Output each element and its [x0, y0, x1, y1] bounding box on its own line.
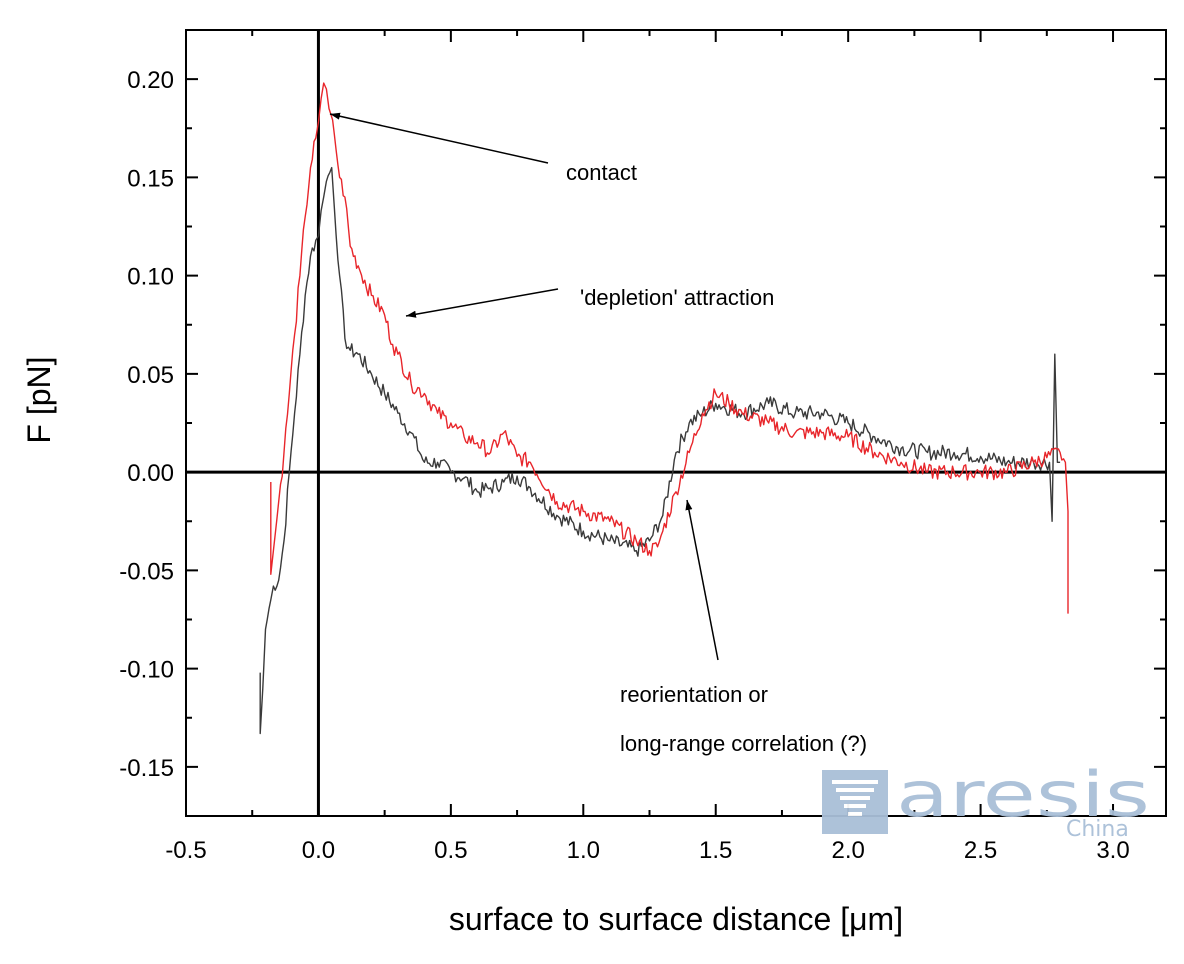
y-tick-label: 0.20	[127, 67, 174, 94]
x-tick-label: 2.0	[831, 837, 864, 864]
axis-ticks	[185, 29, 1166, 817]
x-tick-label: 1.0	[567, 837, 600, 864]
series-layer	[259, 82, 1069, 735]
annotation-long-range: long-range correlation (?)	[620, 731, 867, 756]
aresis-logo-icon	[822, 770, 888, 834]
y-tick-label: 0.10	[127, 264, 174, 291]
y-tick-label: -0.05	[119, 558, 174, 585]
x-tick-label: 2.5	[964, 837, 997, 864]
annotation-contact-arrow	[329, 112, 549, 164]
annotation-reorientation-arrow	[685, 499, 719, 661]
y-tick-label: -0.15	[119, 755, 174, 782]
x-tick-label: 0.5	[434, 837, 467, 864]
x-axis-title: surface to surface distance [μm]	[449, 901, 903, 937]
y-tick-label: 0.05	[127, 362, 174, 389]
watermark-subtext: China	[1066, 817, 1129, 842]
aresis-watermark: aresis China	[822, 758, 1150, 842]
y-tick-label: 0.15	[127, 165, 174, 192]
x-tick-label: 0.0	[302, 837, 335, 864]
x-tick-label: 3.0	[1096, 837, 1129, 864]
annotation-reorientation: reorientation or	[620, 682, 768, 707]
axis-tick-labels: -0.5 0.0 0.5 1.0 1.5 2.0 2.5 3.0 -0.15 -0.10 -0.05…	[119, 67, 1129, 864]
y-axis-title: F [pN]	[21, 356, 57, 443]
x-tick-label: -0.5	[165, 837, 206, 864]
y-tick-label: -0.10	[119, 657, 174, 684]
annotation-depletion: 'depletion' attraction	[580, 285, 774, 310]
y-tick-label: 0.00	[127, 460, 174, 487]
annotation-depletion-arrow	[405, 288, 559, 318]
x-tick-label: 1.5	[699, 837, 732, 864]
watermark-text: aresis	[896, 758, 1150, 831]
series-line-gray	[259, 166, 1061, 735]
annotation-contact: contact	[566, 160, 637, 185]
series-line-red	[270, 82, 1069, 614]
